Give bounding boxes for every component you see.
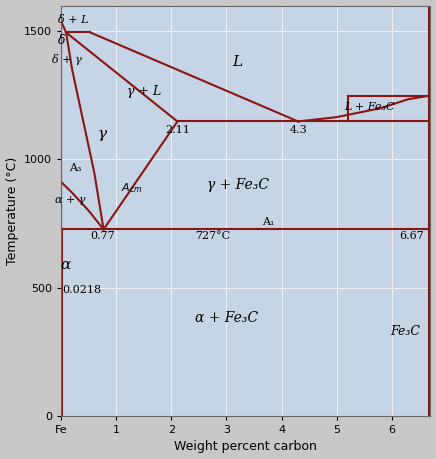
Text: 4.3: 4.3 [289, 125, 307, 135]
Text: α + Fe₃C: α + Fe₃C [195, 311, 258, 325]
Text: 2.11: 2.11 [165, 125, 190, 135]
Text: 0.77: 0.77 [90, 231, 115, 241]
Text: γ + L: γ + L [127, 85, 161, 98]
Text: 6.67: 6.67 [399, 231, 423, 241]
X-axis label: Weight percent carbon: Weight percent carbon [174, 441, 317, 453]
Text: A₁: A₁ [262, 217, 274, 227]
Text: δ: δ [58, 34, 66, 47]
Text: L: L [232, 55, 242, 69]
Text: 727°C: 727°C [195, 231, 230, 241]
Text: 0.0218: 0.0218 [62, 285, 102, 295]
Text: L + Fe₃C: L + Fe₃C [344, 102, 395, 112]
Text: δ + γ: δ + γ [52, 54, 82, 65]
Text: A₃: A₃ [68, 163, 81, 174]
Text: γ + Fe₃C: γ + Fe₃C [207, 178, 269, 192]
Text: Fe₃C: Fe₃C [391, 325, 421, 338]
Y-axis label: Temperature (°C): Temperature (°C) [6, 157, 19, 265]
Text: α + γ: α + γ [55, 196, 86, 206]
Text: $A_{cm}$: $A_{cm}$ [121, 181, 143, 195]
Text: α: α [61, 257, 71, 272]
Text: γ: γ [98, 127, 107, 141]
Text: δ + L: δ + L [58, 15, 89, 25]
